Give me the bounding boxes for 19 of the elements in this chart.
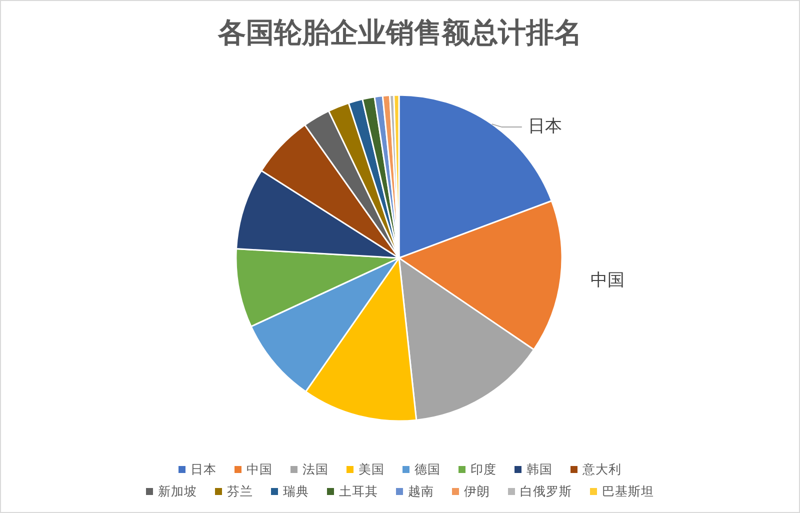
legend-label: 韩国 xyxy=(526,461,552,476)
legend-label: 中国 xyxy=(246,461,272,476)
legend-label: 土耳其 xyxy=(339,483,378,498)
legend-label: 意大利 xyxy=(582,461,622,476)
legend-label: 越南 xyxy=(408,483,434,498)
legend-label: 德国 xyxy=(414,461,440,476)
legend-label: 新加坡 xyxy=(158,483,197,498)
legend-label: 印度 xyxy=(470,461,496,476)
legend-label: 日本 xyxy=(190,461,216,476)
chart-title: 各国轮胎企业销售额总计排名 xyxy=(217,16,582,49)
legend-label: 伊朗 xyxy=(464,483,490,498)
legend-label: 芬兰 xyxy=(227,483,253,498)
slice-label: 中国 xyxy=(590,270,625,291)
legend-label: 白俄罗斯 xyxy=(520,483,572,498)
legend-label: 巴基斯坦 xyxy=(602,483,654,498)
legend-label: 法国 xyxy=(302,461,328,476)
slice-label: 日本 xyxy=(528,116,562,137)
legend-label: 瑞典 xyxy=(283,483,309,498)
legend-label: 美国 xyxy=(358,461,384,476)
